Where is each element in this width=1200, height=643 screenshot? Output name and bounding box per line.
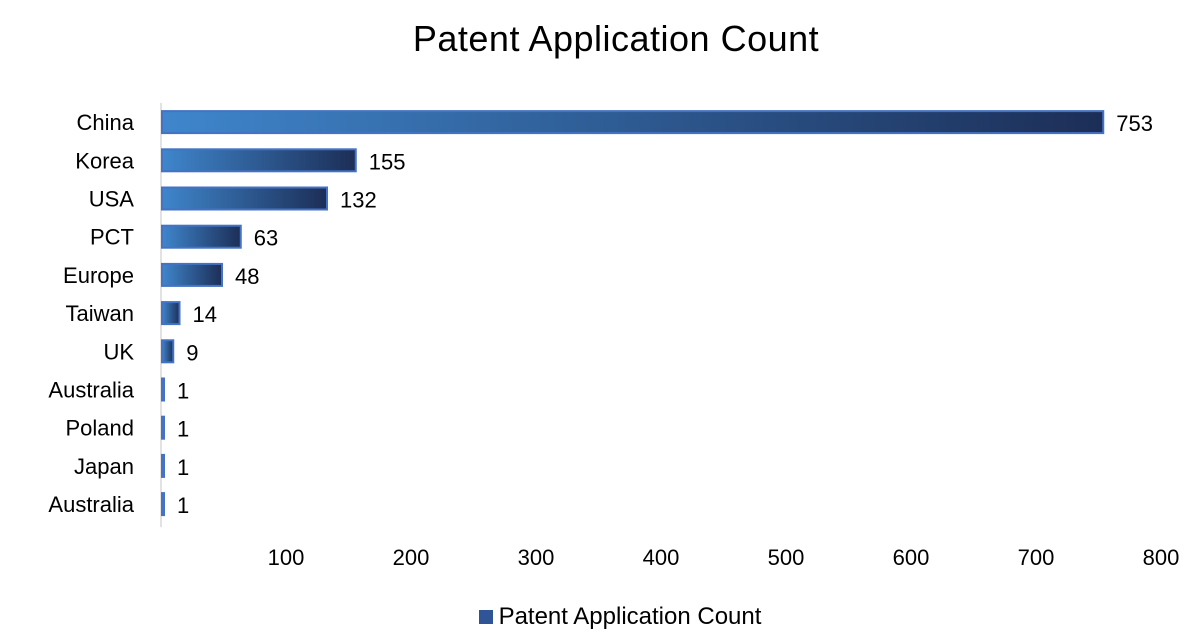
y-tick-label: Australia bbox=[48, 378, 134, 403]
data-label: 14 bbox=[193, 302, 217, 327]
data-label: 132 bbox=[340, 188, 377, 213]
y-tick-label: UK bbox=[103, 339, 134, 364]
legend-label: Patent Application Count bbox=[498, 603, 762, 630]
x-tick-label: 200 bbox=[393, 545, 430, 570]
x-tick-label: 100 bbox=[268, 545, 305, 570]
y-tick-label: PCT bbox=[90, 225, 134, 250]
bar bbox=[161, 224, 242, 249]
bar bbox=[161, 110, 1105, 135]
bar bbox=[161, 301, 181, 326]
bar bbox=[161, 377, 165, 402]
chart-title: Patent Application Count bbox=[412, 18, 820, 59]
data-label: 155 bbox=[369, 149, 406, 174]
data-label: 63 bbox=[254, 226, 278, 251]
bar bbox=[161, 186, 328, 211]
bar bbox=[161, 492, 165, 517]
y-tick-label: Japan bbox=[74, 454, 134, 479]
legend-swatch bbox=[478, 610, 493, 624]
bar bbox=[161, 262, 223, 287]
x-tick-label: 500 bbox=[768, 545, 805, 570]
data-label: 753 bbox=[1116, 111, 1153, 136]
data-label: 1 bbox=[177, 455, 189, 480]
data-label: 1 bbox=[177, 417, 189, 442]
data-label: 9 bbox=[186, 340, 198, 365]
bar bbox=[161, 453, 165, 478]
x-tick-label: 300 bbox=[518, 545, 555, 570]
y-tick-label: Europe bbox=[63, 263, 134, 288]
data-label: 1 bbox=[177, 379, 189, 404]
bar bbox=[161, 148, 357, 173]
y-tick-label: Poland bbox=[65, 416, 134, 441]
x-tick-label: 700 bbox=[1018, 545, 1055, 570]
y-tick-label: Korea bbox=[75, 148, 134, 173]
y-tick-label: China bbox=[77, 110, 135, 135]
x-tick-label: 800 bbox=[1143, 545, 1180, 570]
bar bbox=[161, 339, 175, 364]
y-tick-label: Australia bbox=[48, 492, 134, 517]
y-tick-label: USA bbox=[89, 187, 135, 212]
legend: Patent Application Count bbox=[0, 603, 1200, 631]
data-label: 48 bbox=[235, 264, 259, 289]
x-tick-label: 600 bbox=[893, 545, 930, 570]
data-label: 1 bbox=[177, 493, 189, 518]
bar bbox=[161, 415, 165, 440]
y-tick-label: Taiwan bbox=[66, 301, 134, 326]
x-tick-label: 400 bbox=[643, 545, 680, 570]
